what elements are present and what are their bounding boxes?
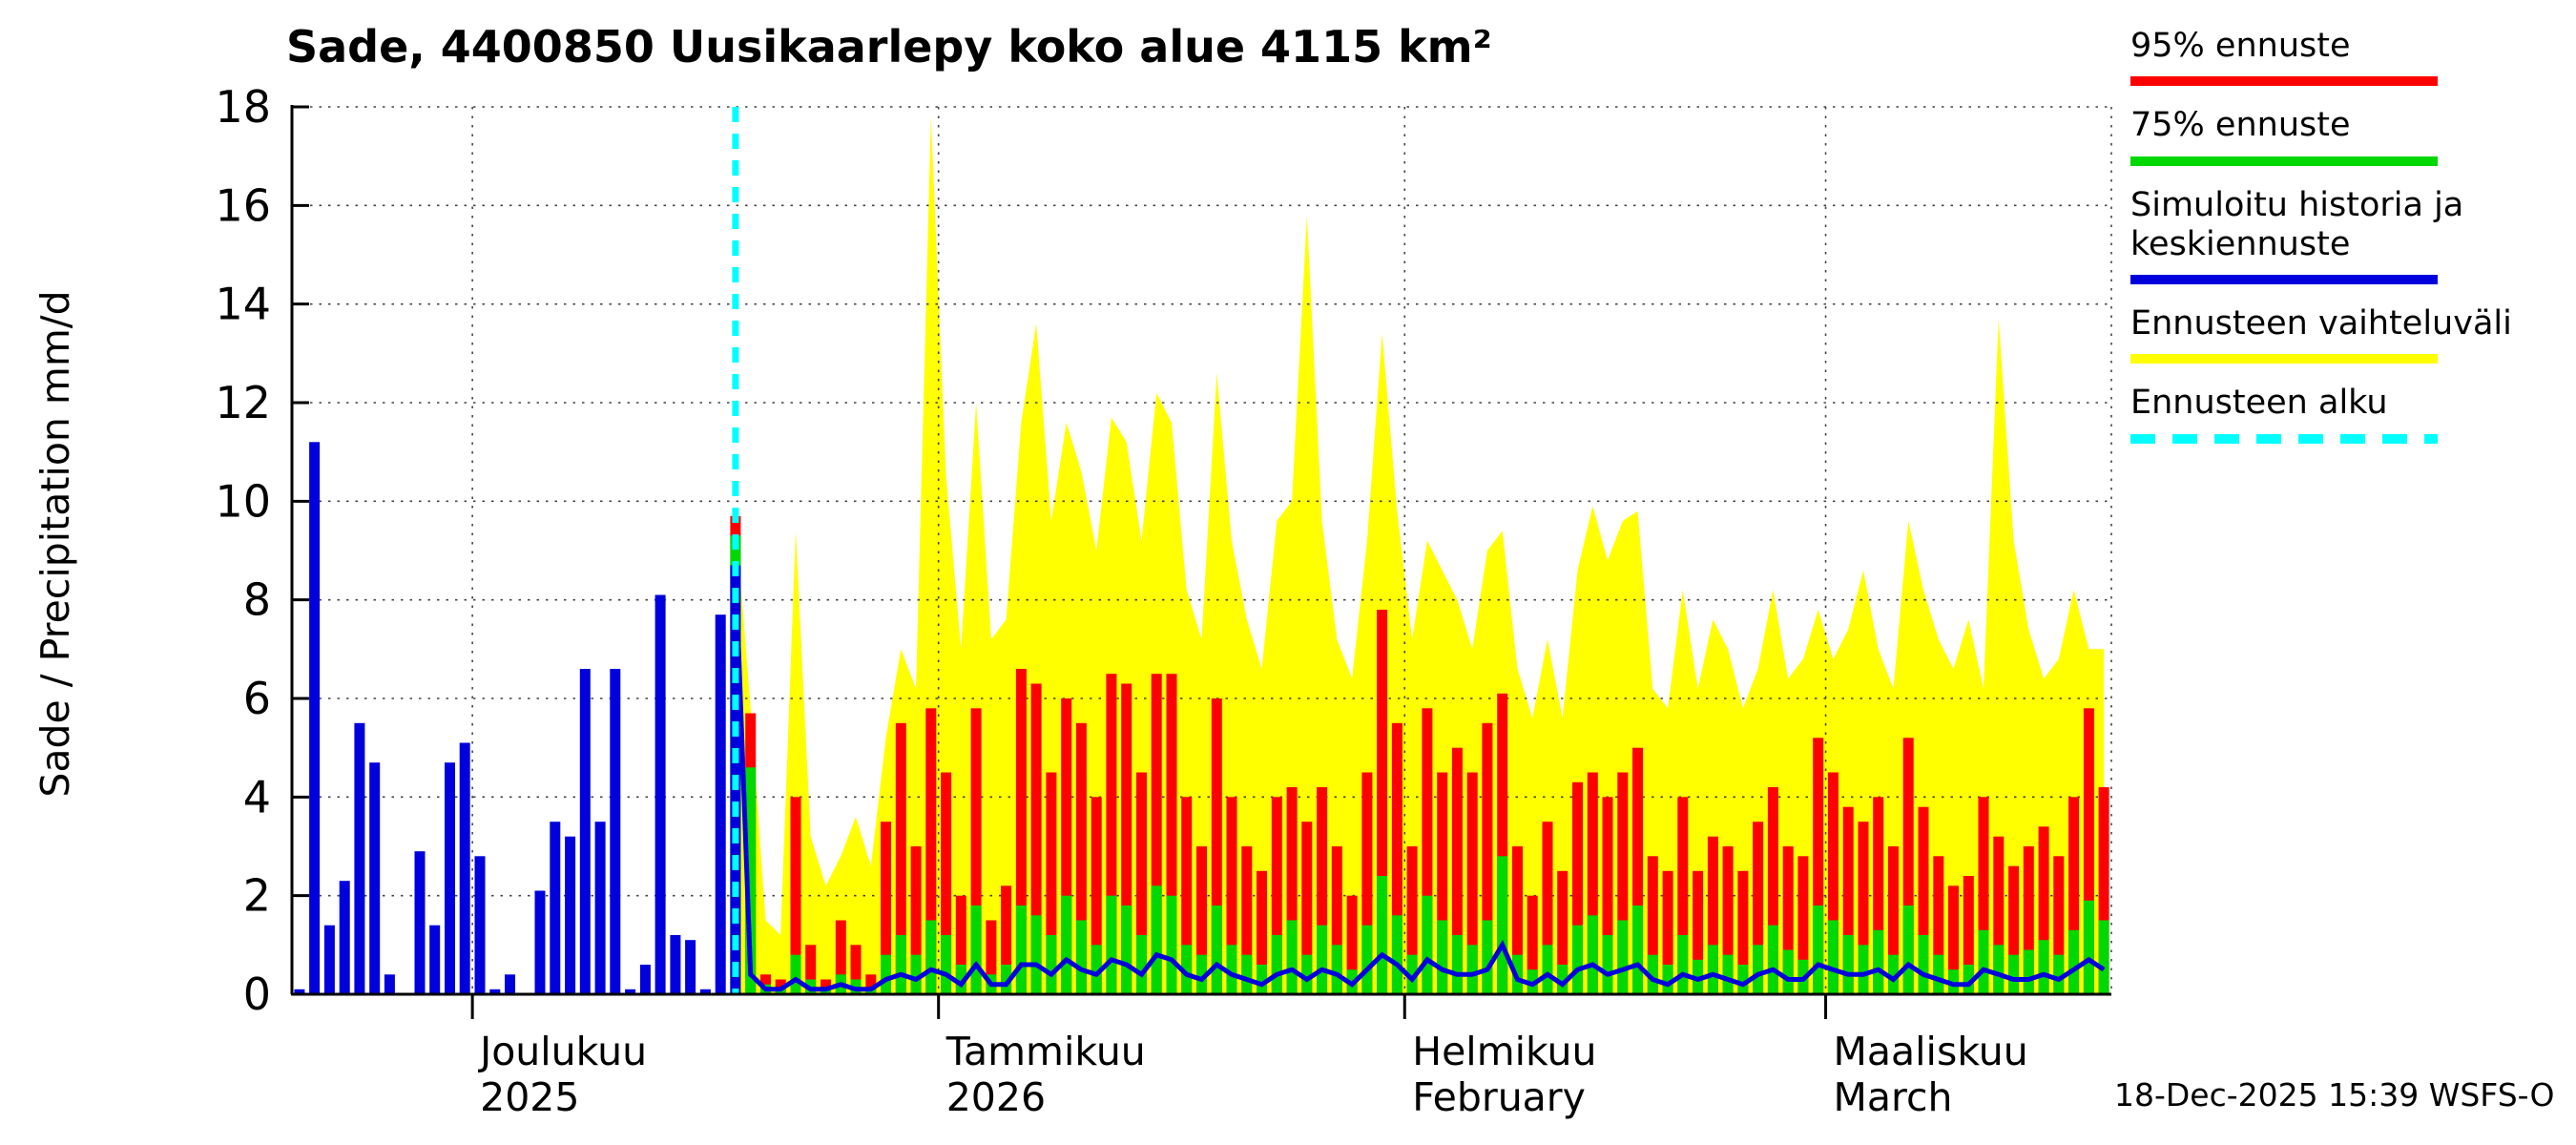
legend-label: Ennusteen vaihteluväli xyxy=(2130,304,2512,344)
svg-text:4: 4 xyxy=(243,771,271,822)
legend-swatch-green xyxy=(2130,156,2438,166)
legend-label: Simuloitu historia ja keskiennuste xyxy=(2130,185,2464,263)
svg-text:2: 2 xyxy=(243,870,271,922)
month-sublabel: 2025 xyxy=(480,1074,579,1120)
p95-bars xyxy=(730,515,2109,994)
timestamp: 18-Dec-2025 15:39 WSFS-O xyxy=(2114,1076,2555,1114)
month-sublabel: February xyxy=(1412,1074,1586,1120)
svg-text:0: 0 xyxy=(243,968,271,1020)
svg-text:10: 10 xyxy=(215,475,271,527)
month-sublabel: March xyxy=(1834,1074,1953,1120)
legend-item-p75: 75% ennuste xyxy=(2130,106,2555,166)
legend-item-p95: 95% ennuste xyxy=(2130,27,2555,87)
legend: 95% ennuste 75% ennuste Simuloitu histor… xyxy=(2130,27,2555,464)
legend-item-history-median: Simuloitu historia ja keskiennuste xyxy=(2130,186,2555,285)
month-label: Maaliskuu xyxy=(1834,1029,2028,1074)
month-label: Helmikuu xyxy=(1412,1029,1596,1074)
month-label: Tammikuu xyxy=(945,1029,1146,1074)
month-sublabel: 2026 xyxy=(946,1074,1046,1120)
y-tick-labels: 0 2 4 6 8 10 12 14 16 18 xyxy=(215,81,271,1020)
history-bars xyxy=(294,442,741,994)
legend-swatch-yellow xyxy=(2130,354,2438,364)
svg-text:6: 6 xyxy=(243,673,271,724)
y-axis-label: Sade / Precipitation mm/d xyxy=(32,290,78,797)
chart-title: Sade, 4400850 Uusikaarlepy koko alue 411… xyxy=(286,21,1492,73)
svg-text:14: 14 xyxy=(215,279,271,330)
legend-label: Ennusteen alku xyxy=(2130,384,2388,423)
legend-label: 75% ennuste xyxy=(2130,106,2351,145)
legend-swatch-blue xyxy=(2130,275,2438,285)
legend-item-forecast-start: Ennusteen alku xyxy=(2130,384,2555,444)
legend-swatch-red xyxy=(2130,76,2438,87)
axes xyxy=(290,105,2111,1019)
svg-text:16: 16 xyxy=(215,179,271,231)
svg-text:18: 18 xyxy=(215,81,271,133)
median-line xyxy=(733,565,2106,992)
legend-label: 95% ennuste xyxy=(2130,27,2351,65)
svg-text:8: 8 xyxy=(243,574,271,626)
svg-text:12: 12 xyxy=(215,377,271,428)
legend-item-range: Ennusteen vaihteluväli xyxy=(2130,304,2555,364)
legend-swatch-cyan-dashed xyxy=(2130,433,2438,444)
month-label: Joulukuu xyxy=(477,1029,647,1074)
